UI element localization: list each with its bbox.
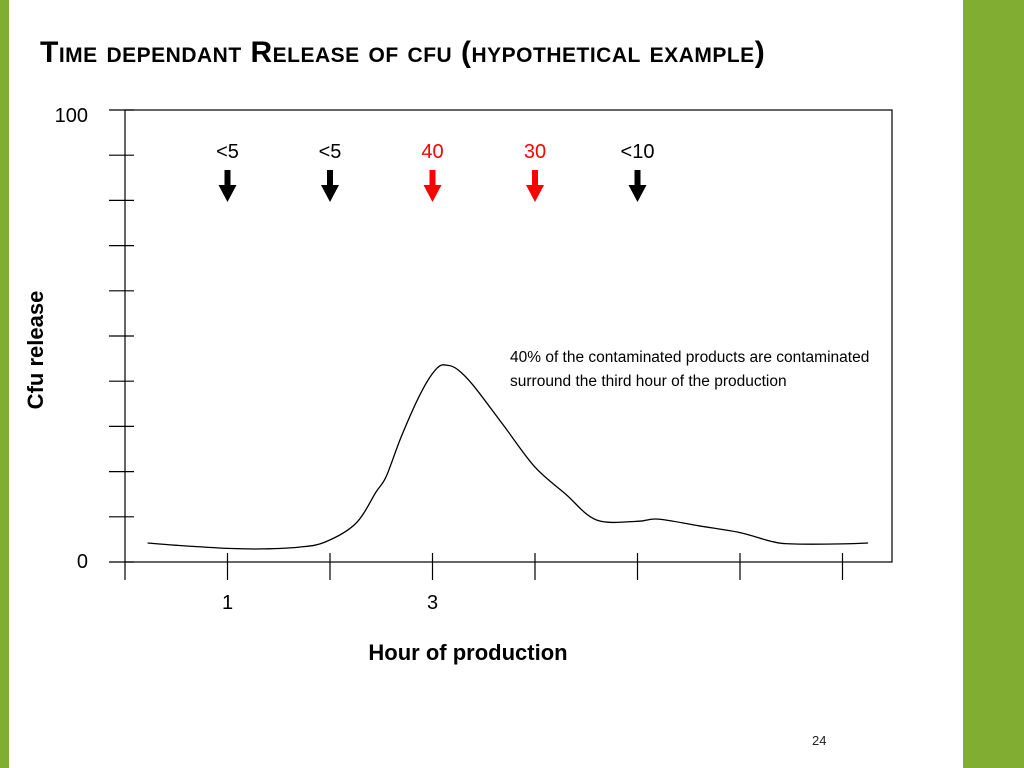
y-axis-label: Cfu release [23,290,48,410]
arrow-label: <10 [621,141,655,163]
plot-frame [124,109,893,563]
cfu-release-curve [147,364,869,550]
page-number: 24 [812,733,827,748]
x-tick-label: 1 [222,592,233,614]
arrow-label: <5 [319,141,342,163]
arrow-label: 40 [421,141,443,163]
arrow-label: 30 [524,141,546,163]
sample-arrow [423,170,442,202]
left-accent-bar [0,0,9,768]
sample-arrow [526,170,544,202]
slide-title: Time dependant Release of cfu (hypotheti… [40,36,766,69]
sample-arrow [321,170,339,202]
y-tick-label-min: 0 [77,551,88,573]
sample-arrow [628,170,647,202]
sample-arrow [218,170,237,202]
x-tick-label: 3 [427,592,438,614]
y-tick-label-max: 100 [55,105,88,127]
right-accent-bar [963,0,1024,768]
x-axis-label: Hour of production [368,640,568,665]
annotation-text: 40% of the contaminated products are con… [510,349,870,390]
arrow-label: <5 [216,141,239,163]
